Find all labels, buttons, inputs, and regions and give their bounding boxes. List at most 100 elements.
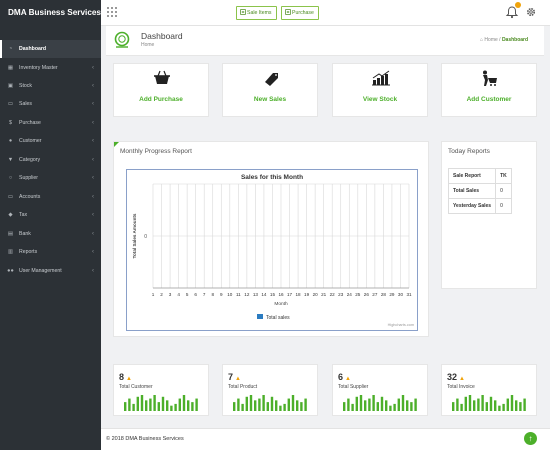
x-tick-label: 20 [313, 292, 319, 297]
stat-label: Total Invoice [447, 384, 475, 390]
home-icon: ⌂ [480, 37, 485, 43]
sparkline-bar [397, 398, 400, 411]
sparkline-bar [191, 402, 194, 411]
sidebar-item-label: Inventory Master [19, 65, 58, 71]
sidebar-item-dashboard[interactable]: ◔ Dashboard [0, 40, 101, 58]
sparkline-bar [128, 398, 131, 411]
x-tick-label: 2 [160, 292, 163, 297]
sale-items-label: Sale Items [247, 10, 272, 16]
sparkline-bar [481, 395, 484, 411]
row-value: 0 [495, 198, 512, 214]
x-tick-label: 14 [261, 292, 267, 297]
user-outline-icon: ○ [8, 175, 13, 181]
total-customer-card[interactable]: 8 ▲ Total Customer [113, 364, 209, 416]
sparkline-bar [254, 400, 257, 411]
app-title[interactable]: DMA Business Services [0, 0, 101, 26]
sparkline-bar [355, 396, 358, 411]
total-invoice-card[interactable]: 32 ▲ Total Invoice [441, 364, 537, 416]
sparkline-bar [464, 396, 467, 411]
sparkline-bar [304, 398, 307, 411]
add-purchase-card[interactable]: Add Purchase [113, 63, 209, 117]
sidebar-item-accounts[interactable]: ▭ Accounts ‹ [0, 188, 101, 206]
sale-items-button[interactable]: Sale Items [236, 6, 277, 20]
x-tick-label: 27 [372, 292, 378, 297]
purchase-label: Purchase [292, 10, 314, 16]
sparkline-bar [498, 405, 501, 411]
bell-icon[interactable] [505, 5, 519, 19]
sparkline-bar [178, 398, 181, 411]
sidebar-item-user-management[interactable]: ●● User Management ‹ [0, 262, 101, 280]
gear-icon[interactable] [525, 6, 537, 18]
add-customer-card[interactable]: Add Customer [441, 63, 537, 117]
sparkline-bar [468, 395, 472, 411]
x-tick-label: 8 [211, 292, 214, 297]
sparkline-bar [170, 405, 173, 411]
stat-label: Total Supplier [338, 384, 369, 390]
total-product-card[interactable]: 7 ▲ Total Product [222, 364, 318, 416]
page-subtitle: Home [141, 42, 155, 48]
sidebar-item-sales[interactable]: ▭ Sales ‹ [0, 95, 101, 113]
sparkline-bar [393, 403, 396, 411]
stock-chart-icon [372, 70, 390, 86]
sidebar [0, 26, 101, 450]
sidebar-item-bank[interactable]: ▤ Bank ‹ [0, 225, 101, 243]
breadcrumb-home[interactable]: Home [484, 37, 498, 43]
cubes-icon: ▣ [7, 83, 14, 89]
sidebar-item-label: Purchase [19, 120, 41, 126]
monthly-progress-title: Monthly Progress Report [120, 148, 192, 155]
sparkline-bar [166, 400, 169, 411]
sparkline-bar [477, 398, 480, 411]
sparkline-bar [124, 402, 127, 411]
grid-icon: ▦ [7, 65, 14, 71]
x-tick-label: 10 [227, 292, 233, 297]
sidebar-item-tax[interactable]: ◆ Tax ‹ [0, 206, 101, 224]
sparkline-bar [241, 403, 244, 411]
sidebar-item-customer[interactable]: ● Customer ‹ [0, 132, 101, 150]
sidebar-item-inventory-master[interactable]: ▦ Inventory Master ‹ [0, 59, 101, 77]
sparkline-chart [343, 395, 417, 411]
stat-value: 32 [447, 372, 458, 382]
sparkline-bar [149, 398, 152, 411]
footer-copyright: © 2018 DMA Business Services [106, 436, 184, 442]
sparkline-bar [296, 400, 299, 411]
sidebar-item-category[interactable]: ▼ Category ‹ [0, 151, 101, 169]
new-sales-card[interactable]: New Sales [222, 63, 318, 117]
stat-label: Total Product [228, 384, 258, 390]
sidebar-item-supplier[interactable]: ○ Supplier ‹ [0, 169, 101, 187]
sidebar-item-label: Supplier [19, 175, 39, 181]
sidebar-item-label: Sales [19, 101, 32, 107]
total-supplier-card[interactable]: 6 ▲ Total Supplier [332, 364, 428, 416]
sparkline-bar [174, 403, 177, 411]
dollar-icon: $ [8, 120, 13, 126]
sparkline-bar [157, 402, 160, 411]
apps-grid-icon[interactable] [107, 7, 117, 17]
sparkline-bar [368, 398, 371, 411]
monthly-progress-card: Monthly Progress Report Sales for this M… [113, 141, 429, 337]
view-stock-card[interactable]: View Stock [332, 63, 428, 117]
sidebar-item-reports[interactable]: ▥ Reports ‹ [0, 243, 101, 261]
chevron-left-icon: ‹ [92, 65, 94, 71]
sidebar-item-purchase[interactable]: $ Purchase ‹ [0, 114, 101, 132]
stat-value: 8 [119, 372, 125, 382]
sparkline-bar [233, 402, 236, 411]
sales-chart[interactable]: Sales for this Month 0 1 2 3 4 5 6 7 8 9 10 11 12 13 14… [126, 169, 418, 331]
sidebar-item-stock[interactable]: ▣ Stock ‹ [0, 77, 101, 95]
sparkline-bar [502, 403, 505, 411]
scroll-to-top-button[interactable]: ↑ [524, 432, 537, 445]
cash-icon: ▭ [7, 101, 14, 107]
money-icon: ▭ [7, 194, 14, 200]
sparkline-bar [489, 396, 493, 411]
sparkline-bar [343, 402, 346, 411]
price-tag-icon [265, 73, 278, 86]
page-title: Dashboard [141, 31, 183, 41]
add-purchase-label: Add Purchase [139, 96, 183, 103]
x-tick-label: 4 [177, 292, 180, 297]
purchase-button[interactable]: Purchase [281, 6, 319, 20]
globe-logo-icon [114, 31, 130, 48]
sparkline-bar [376, 402, 379, 411]
chevron-left-icon: ‹ [92, 249, 94, 255]
triangle-up-icon: ▲ [345, 376, 351, 382]
sparkline-bar [195, 398, 198, 411]
sparkline-bar [401, 395, 405, 411]
